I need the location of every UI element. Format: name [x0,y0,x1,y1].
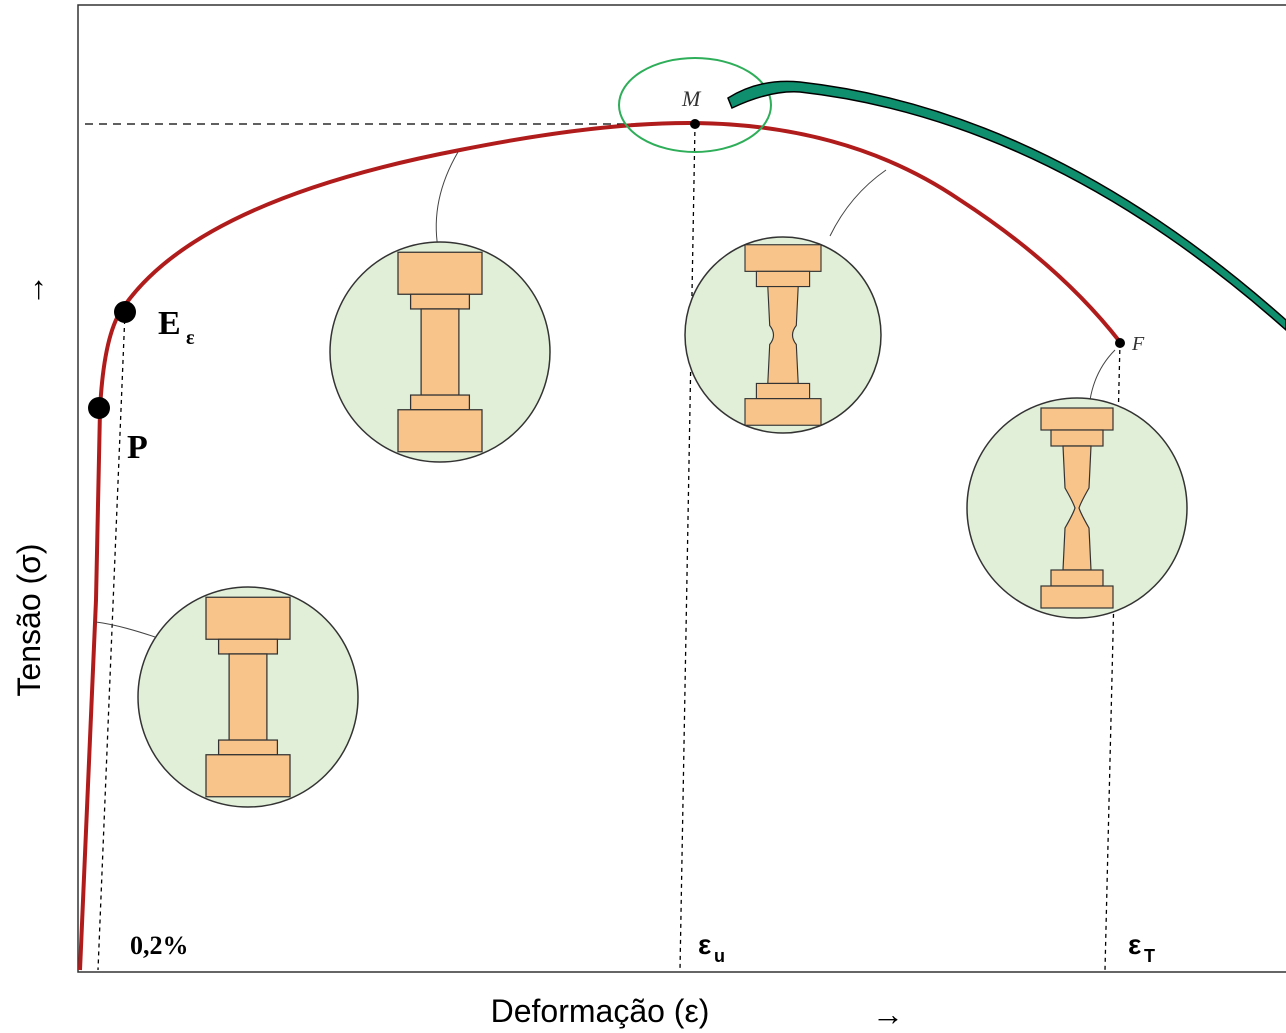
diagram: E ε P M F 0,2% ε u ε T Deformação (ε) → … [0,0,1286,1033]
y-axis-arrow: → [15,274,51,306]
marker-subscript: T [1144,946,1155,966]
x-axis-arrow: → [872,996,904,1032]
y-axis-label: Tensão (σ) [11,543,47,696]
point-label: M [681,86,702,111]
specimen-views [138,237,1187,807]
marker-label: ε [1128,929,1141,960]
points [88,119,1125,419]
point-subscript: ε [186,327,195,349]
callouts [96,152,1115,638]
point-label: F [1131,333,1145,355]
page: {"axes": {"x_label": "Deformação (ε)", "… [0,0,1286,1033]
marker-label: ε [698,929,711,960]
stress-strain-curve [80,123,1120,970]
point-label: E [158,305,181,342]
x-axis-label: Deformação (ε) [491,993,710,1029]
point-label: P [127,429,148,466]
marker-subscript: u [714,946,725,966]
guides [98,124,1120,970]
marker-label: 0,2% [130,931,189,960]
